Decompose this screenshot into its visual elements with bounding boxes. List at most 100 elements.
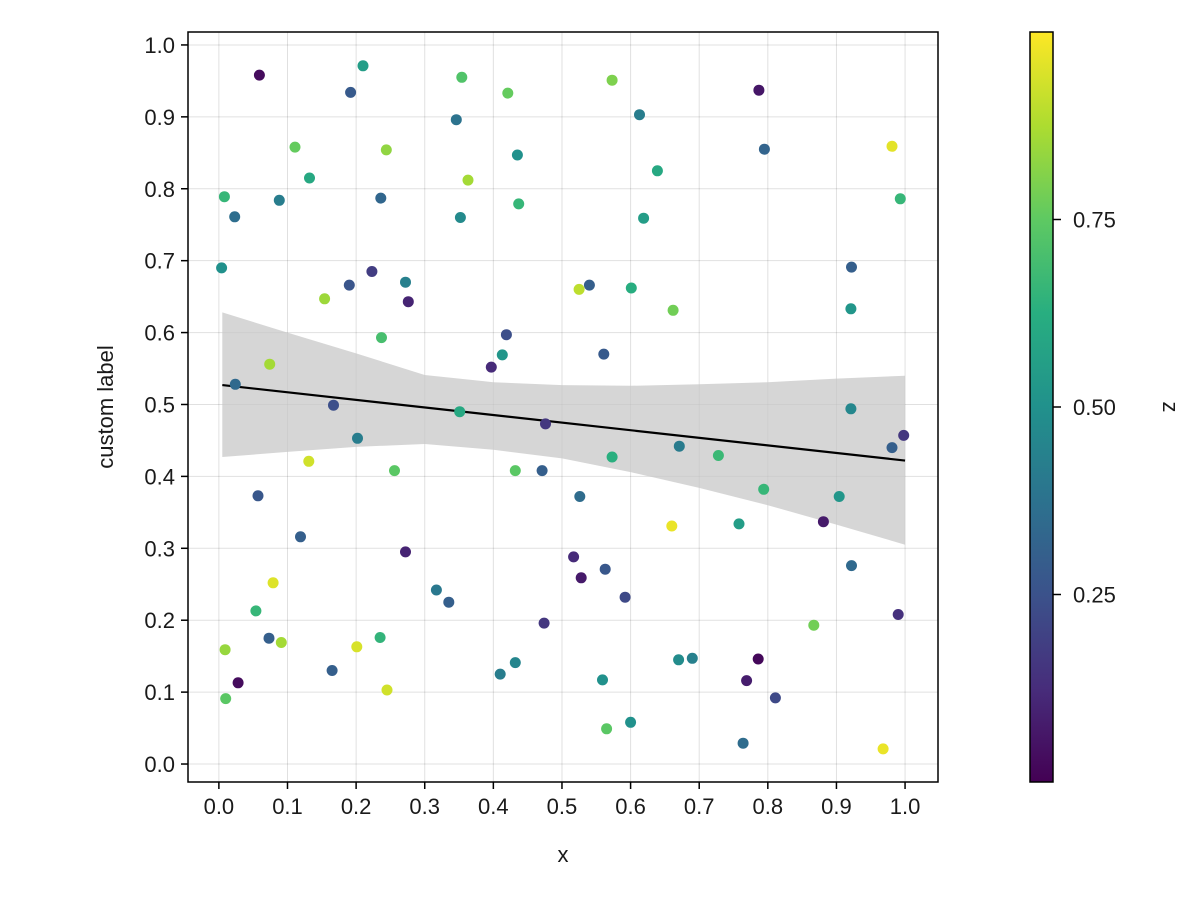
data-point [443, 596, 455, 608]
colorbar-gradient [1029, 31, 1054, 783]
data-point [758, 483, 770, 495]
data-point [402, 296, 414, 308]
data-point [263, 632, 275, 644]
x-tick-label: 0.9 [821, 794, 852, 819]
data-point [845, 403, 857, 415]
data-point [574, 491, 586, 502]
data-point [496, 349, 508, 361]
x-tick-label: 0.0 [204, 794, 235, 819]
data-point [598, 348, 610, 360]
data-point [500, 329, 512, 341]
colorbar-tick-label: 0.25 [1073, 583, 1116, 608]
data-point [319, 293, 331, 305]
data-point [389, 465, 400, 477]
data-point [601, 723, 613, 735]
data-point [606, 74, 618, 86]
data-point [381, 684, 393, 696]
data-point [769, 692, 781, 704]
data-point [846, 560, 857, 572]
data-point [583, 279, 595, 291]
data-point [877, 743, 889, 755]
data-point [817, 516, 829, 528]
data-point [253, 69, 265, 81]
data-point [833, 491, 845, 502]
data-point [494, 668, 506, 680]
x-axis-ticks: 0.0 0.1 0.2 0.3 0.4 0.5 0.6 0.7 0.8 0.9 1.0 [204, 782, 920, 819]
data-point [252, 490, 264, 502]
data-point [667, 304, 679, 316]
regression-line [222, 383, 906, 462]
data-point [462, 174, 474, 186]
confidence-band-area [222, 312, 906, 545]
data-point [625, 716, 637, 728]
data-point [220, 693, 232, 705]
data-point [345, 86, 357, 98]
confidence-band [222, 312, 906, 545]
data-point [450, 114, 462, 126]
data-point [357, 60, 369, 72]
x-tick-label: 0.4 [478, 794, 509, 819]
data-point [538, 617, 550, 629]
data-point [454, 406, 466, 418]
regression-line-group [222, 383, 906, 462]
data-point [380, 144, 392, 156]
data-point [375, 192, 387, 204]
x-tick-label: 0.1 [272, 794, 303, 819]
y-tick-label: 0.0 [144, 752, 175, 777]
colorbar-ticks: 0.25 0.50 0.75 [1053, 208, 1116, 608]
data-point [568, 551, 580, 563]
data-point [666, 520, 678, 532]
data-point [509, 465, 521, 477]
x-tick-label: 0.3 [409, 794, 440, 819]
data-point [454, 212, 466, 223]
data-point [638, 212, 650, 224]
data-point [511, 149, 523, 161]
data-point [289, 141, 301, 153]
data-point [326, 665, 338, 676]
data-point [752, 653, 764, 665]
data-point [634, 109, 645, 121]
data-point [898, 429, 910, 441]
y-tick-label: 0.9 [144, 105, 175, 130]
x-tick-label: 0.5 [547, 794, 578, 819]
x-axis-label: x [558, 842, 569, 867]
data-point [606, 451, 618, 463]
data-point [651, 165, 663, 177]
data-point [733, 518, 745, 530]
data-point [376, 332, 387, 344]
y-axis-ticks: 0.0 0.1 0.2 0.3 0.4 0.5 0.6 0.7 0.8 0.9 1.0 [144, 33, 188, 777]
y-tick-label: 0.2 [144, 608, 175, 633]
data-point [456, 71, 468, 83]
data-point [229, 378, 241, 390]
data-point [303, 455, 315, 467]
data-point [673, 440, 685, 452]
colorbar-tick-label: 0.75 [1073, 208, 1116, 233]
x-tick-label: 0.8 [753, 794, 784, 819]
data-point [536, 465, 548, 477]
colorbar-tick-label: 0.50 [1073, 395, 1116, 420]
y-tick-label: 0.5 [144, 392, 175, 417]
data-point [845, 303, 857, 315]
data-point [712, 450, 724, 461]
plot-frame [187, 31, 939, 783]
data-point [741, 675, 753, 687]
data-point [485, 361, 497, 373]
y-tick-label: 0.1 [144, 680, 175, 705]
data-point [430, 584, 442, 596]
x-tick-label: 0.6 [615, 794, 646, 819]
data-point [753, 84, 765, 96]
data-point [886, 140, 898, 152]
y-tick-label: 0.3 [144, 536, 175, 561]
data-point [513, 198, 525, 210]
colorbar-label: z [1158, 402, 1183, 413]
y-tick-label: 0.7 [144, 249, 175, 274]
data-point [686, 652, 698, 664]
data-point [894, 193, 906, 205]
data-point [264, 358, 276, 370]
data-point [540, 418, 551, 430]
data-point [352, 432, 363, 444]
data-point [509, 657, 521, 669]
data-point [808, 619, 820, 631]
data-point [304, 172, 315, 184]
